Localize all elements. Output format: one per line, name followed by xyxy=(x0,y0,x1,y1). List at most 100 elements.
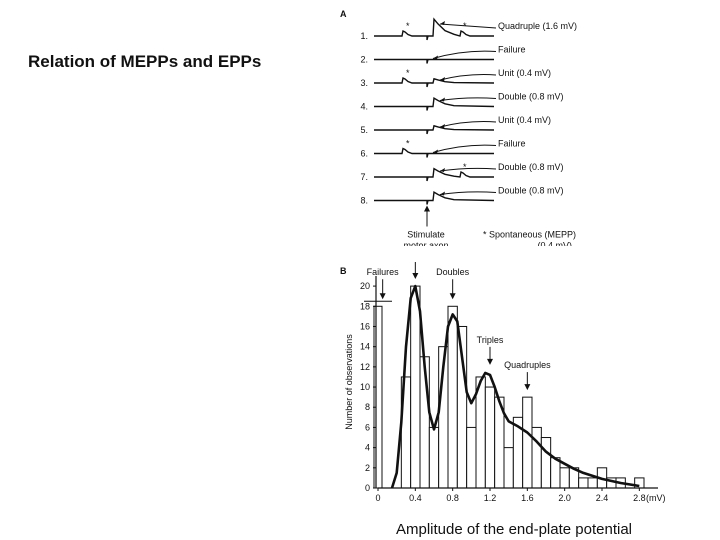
label-arrowhead xyxy=(433,55,438,60)
histogram-bar xyxy=(503,447,514,489)
peak-annotation-arrowhead xyxy=(412,273,419,280)
label-arrowhead xyxy=(440,124,445,128)
x-tick-label: 2.0 xyxy=(558,493,571,503)
trace-label: Unit (0.4 mV) xyxy=(498,115,551,125)
mepp-legend-label: * Spontaneous (MEPP) xyxy=(483,230,576,240)
mepp-legend-label: (0.4 mV) xyxy=(537,241,572,247)
histogram-bar xyxy=(410,285,421,489)
trace-number: 8. xyxy=(360,196,368,206)
label-arrowhead xyxy=(440,77,445,81)
peak-annotation-label: Doubles xyxy=(436,267,470,277)
epp-trace-line xyxy=(374,17,494,41)
histogram-bar xyxy=(587,477,598,489)
peak-annotation-arrowhead xyxy=(379,293,386,300)
x-tick-label: 0.4 xyxy=(409,493,422,503)
label-arrow xyxy=(439,167,497,172)
trace-number: 2. xyxy=(360,55,368,65)
histogram-bar xyxy=(447,305,458,489)
y-tick-label: 4 xyxy=(365,443,370,453)
x-tick-label: 0.8 xyxy=(446,493,459,503)
y-tick-label: 6 xyxy=(365,422,370,432)
fit-curve-line xyxy=(390,284,640,489)
trace-number: 6. xyxy=(360,149,368,159)
peak-annotation-label: Failures xyxy=(367,267,400,277)
x-tick-label: 2.4 xyxy=(596,493,609,503)
epp-trace-line xyxy=(374,76,495,88)
stimulus-label: motor axon xyxy=(403,241,448,247)
peak-annotation-label: Quadruples xyxy=(504,360,551,370)
x-tick-label: 1.2 xyxy=(484,493,497,503)
mepp-marker: * xyxy=(463,162,467,172)
peak-annotation-arrowhead xyxy=(449,293,456,300)
x-tick-label: 2.8 xyxy=(633,493,646,503)
trace-number: 4. xyxy=(360,102,368,112)
histogram-bar xyxy=(550,457,561,489)
y-axis-label: Number of observations xyxy=(344,334,354,430)
y-tick-label: 16 xyxy=(360,321,370,331)
x-unit-label: (mV) xyxy=(646,493,666,503)
histogram-bar xyxy=(559,467,570,489)
histogram-bar xyxy=(466,426,477,489)
epp-trace-line xyxy=(374,96,495,111)
trace-label: Quadruple (1.6 mV) xyxy=(498,21,577,31)
histogram-bar xyxy=(540,437,552,489)
trace-label: Double (0.8 mV) xyxy=(498,162,564,172)
peak-annotation-arrowhead xyxy=(487,358,493,365)
y-tick-label: 14 xyxy=(360,342,370,352)
stimulus-label: Stimulate xyxy=(407,230,445,240)
peak-annotation-label: Triples xyxy=(477,335,504,345)
x-tick-label: 0 xyxy=(375,493,380,503)
label-arrowhead xyxy=(440,168,445,172)
y-tick-label: 20 xyxy=(360,281,370,291)
trace-label: Failure xyxy=(498,45,526,55)
stimulus-arrowhead xyxy=(424,205,430,212)
label-arrowhead xyxy=(440,97,445,102)
label-arrow xyxy=(439,74,497,81)
panel-a-epp-traces: A 1. * * Quadruple (1.6 mV) 2. Failure 3. * Unit … xyxy=(340,9,577,247)
y-tick-label: 18 xyxy=(360,301,370,311)
epp-trace-line xyxy=(374,58,494,64)
histogram-bar xyxy=(428,426,440,489)
mepp-marker: * xyxy=(406,21,410,31)
histogram-bar xyxy=(484,386,496,489)
label-arrowhead xyxy=(440,191,445,196)
epp-trace-line xyxy=(374,124,495,135)
epp-trace-line xyxy=(374,147,494,158)
label-arrow xyxy=(439,97,497,101)
trace-number: 5. xyxy=(360,125,368,135)
trace-number: 7. xyxy=(360,172,368,182)
mepp-marker: * xyxy=(406,139,410,149)
label-arrow xyxy=(439,121,497,128)
y-tick-label: 2 xyxy=(365,463,370,473)
histogram-bar xyxy=(531,426,542,489)
histogram-bar xyxy=(578,477,589,489)
label-arrow xyxy=(432,144,497,153)
trace-label: Double (0.8 mV) xyxy=(498,92,564,102)
panel-b-label: B xyxy=(340,266,347,276)
epp-trace-line xyxy=(374,190,495,205)
label-arrow xyxy=(432,50,497,59)
y-tick-label: 12 xyxy=(360,362,370,372)
histogram-bar-failures xyxy=(373,305,383,489)
slide-title: Relation of MEPPs and EPPs xyxy=(28,52,262,71)
panel-a-label: A xyxy=(340,9,347,19)
trace-label: Double (0.8 mV) xyxy=(498,186,564,196)
label-arrow xyxy=(439,191,497,195)
y-tick-label: 10 xyxy=(360,382,370,392)
epp-trace-line xyxy=(374,167,494,182)
label-arrowhead xyxy=(433,149,438,154)
y-tick-label: 8 xyxy=(365,402,370,412)
trace-number: 1. xyxy=(360,31,368,41)
x-axis-label: Amplitude of the end-plate potential xyxy=(396,521,632,538)
trace-number: 3. xyxy=(360,78,368,88)
panel-b-histogram: B 0 2 4 6 8 10 12 14 16 18 20 0 0.4 0.8 1.2 1.6 2.0 2.4 2.8… xyxy=(340,262,666,538)
label-arrowhead xyxy=(440,21,445,25)
label-arrow xyxy=(439,23,497,29)
trace-label: Failure xyxy=(498,139,526,149)
y-tick-label: 0 xyxy=(365,483,370,493)
histogram-bar xyxy=(522,396,533,489)
peak-annotation-arrowhead xyxy=(524,384,531,391)
trace-label: Unit (0.4 mV) xyxy=(498,68,551,78)
mepp-marker: * xyxy=(406,68,410,78)
x-tick-label: 1.6 xyxy=(521,493,534,503)
